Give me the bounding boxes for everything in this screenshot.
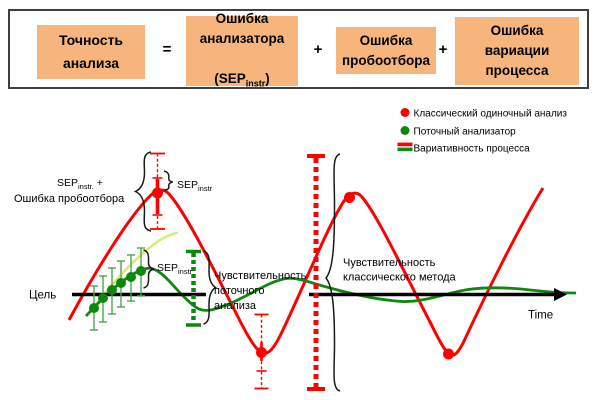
classic-sample-dot bbox=[344, 192, 355, 203]
inline-sensitivity-label-line3: анализа bbox=[214, 300, 257, 312]
inline-sensitivity-label-line2: поточного bbox=[214, 285, 264, 297]
green-dot bbox=[98, 293, 108, 303]
classic-sample-dot bbox=[443, 348, 454, 360]
legend-variability-bars-icon bbox=[397, 142, 413, 152]
inline-measurement-dots bbox=[89, 266, 146, 313]
plus-sign-2: + bbox=[438, 41, 448, 58]
formula-frame: Точность анализа = Ошибка анализатора (S… bbox=[8, 9, 589, 89]
sampling-error-box: Ошибка пробоотбора bbox=[336, 27, 436, 74]
brace-inline-sensitivity bbox=[203, 250, 217, 325]
brace-peak-total-error bbox=[133, 151, 152, 232]
time-axis-arrowhead bbox=[554, 288, 567, 301]
classic-peak-dot bbox=[152, 187, 163, 199]
inline-sensitivity-bar bbox=[186, 249, 201, 327]
process-error-box: Ошибка вариации процесса bbox=[455, 17, 579, 85]
accuracy-label: Точность анализа bbox=[58, 32, 124, 71]
legend-item-classic: Классический одиночный анализ bbox=[414, 109, 568, 120]
green-dot bbox=[89, 303, 99, 313]
trend-extrapolation-line bbox=[96, 231, 179, 304]
legend-item-inline: Поточный анализатор bbox=[414, 127, 517, 138]
green-dot bbox=[107, 285, 117, 295]
inline-analyzer-curve bbox=[84, 266, 577, 317]
legend-item-variability: Вариативность процесса bbox=[414, 144, 531, 155]
sep-instr-green-label: SEPinstr bbox=[157, 262, 193, 276]
green-dot bbox=[126, 272, 136, 282]
brace-green-sep-instr bbox=[143, 249, 155, 289]
classic-sensitivity-label-line1: Чувствительность bbox=[343, 257, 436, 269]
legend: Классический одиночный анализ Поточный а… bbox=[397, 108, 568, 155]
accuracy-box: Точность анализа bbox=[37, 25, 145, 79]
green-dot bbox=[136, 266, 146, 276]
target-label: Цель bbox=[29, 290, 56, 302]
analyzer-error-box: Ошибка анализатора (SEPinstr) bbox=[186, 11, 298, 88]
brace-peak-sep-instr bbox=[163, 170, 173, 192]
legend-green-dot-icon bbox=[400, 126, 410, 135]
equals-sign: = bbox=[162, 41, 172, 58]
green-dot bbox=[116, 278, 126, 288]
brace-classic-sensitivity bbox=[325, 153, 341, 392]
sep-instr-formula: (SEPinstr) bbox=[214, 70, 270, 89]
braces bbox=[133, 151, 341, 392]
time-label: Time bbox=[528, 310, 553, 322]
inline-measurement-error-bars bbox=[90, 247, 145, 331]
inline-sensitivity-label-line1: Чувствительность bbox=[214, 270, 307, 282]
classic-trough-dot bbox=[256, 347, 267, 358]
process-error-label: Ошибка вариации процесса bbox=[484, 23, 550, 78]
peak-error-label-line2: Ошибка пробоотбора bbox=[14, 193, 125, 205]
peak-error-label-line1: SEPinstr. + bbox=[57, 177, 103, 191]
analyzer-error-label: Ошибка анализатора (SEPinstr) bbox=[200, 0, 285, 113]
legend-red-dot-icon bbox=[400, 108, 410, 117]
sep-instr-red-label: SEPinstr bbox=[177, 179, 213, 193]
process-variability-bar bbox=[307, 154, 325, 391]
classic-sensitivity-label-line2: классического метода bbox=[343, 272, 456, 284]
sampling-error-label: Ошибка пробоотбора bbox=[341, 32, 431, 68]
plus-sign-1: + bbox=[313, 41, 323, 58]
